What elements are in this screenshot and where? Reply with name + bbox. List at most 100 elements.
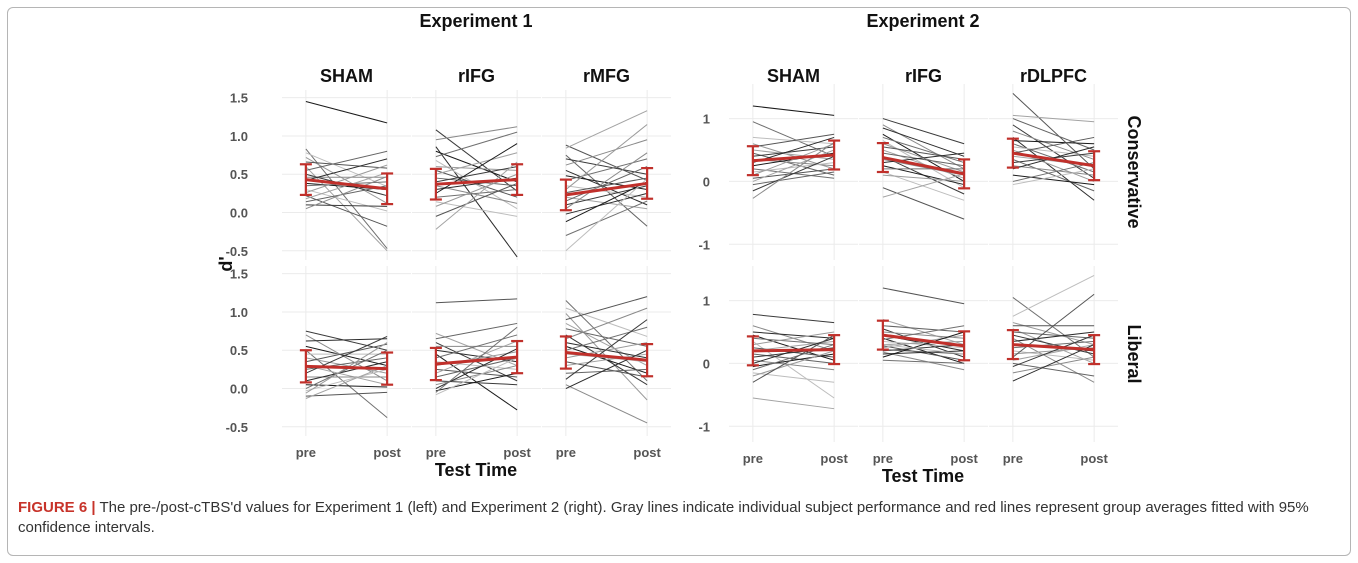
subject-line [752, 372, 835, 383]
subject-line [752, 397, 835, 410]
subject-line [565, 196, 648, 210]
subject-line [882, 345, 965, 361]
facet-row-label: Liberal [1124, 324, 1144, 383]
facet-panel [746, 313, 841, 410]
subject-line [1012, 158, 1095, 192]
subject-line [305, 338, 388, 342]
mean-line [882, 156, 965, 176]
subject-line [305, 172, 388, 200]
subject-line [752, 331, 835, 339]
facet-panel [1006, 93, 1101, 201]
subject-line [305, 368, 388, 392]
x-tick-label: pre [743, 451, 763, 466]
figure-frame [7, 7, 1351, 556]
subject-line [435, 357, 518, 378]
subject-line [565, 200, 648, 236]
subject-line [565, 307, 648, 337]
subject-line [305, 361, 388, 382]
subject-line [882, 331, 965, 358]
subject-line [1012, 146, 1095, 170]
experiment-title: Experiment 2 [866, 11, 979, 31]
y-tick-label: 1 [703, 294, 710, 309]
subject-line [752, 331, 835, 346]
subject-line [882, 351, 965, 371]
subject-line [435, 372, 518, 392]
subject-line [565, 368, 648, 374]
subject-line [565, 185, 648, 198]
facet-column-label: rIFG [458, 66, 495, 86]
y-tick-label: 0.0 [230, 382, 248, 397]
subject-line [1012, 331, 1095, 339]
subject-line [305, 365, 388, 386]
x-tick-label: pre [296, 445, 316, 460]
subject-line [435, 201, 518, 217]
subject-line [882, 340, 965, 346]
subject-line [435, 143, 518, 194]
caption-label: FIGURE 6 | [18, 499, 96, 516]
subject-line [1012, 331, 1095, 342]
subject-line [882, 174, 965, 182]
y-tick-label: 1.0 [230, 305, 248, 320]
subject-line [305, 345, 388, 367]
subject-line [305, 195, 388, 227]
subject-line [882, 287, 965, 305]
subject-line [565, 139, 648, 166]
subject-line [882, 318, 965, 346]
facet-panel [876, 287, 971, 371]
x-tick-label: pre [1003, 451, 1023, 466]
subject-line [882, 127, 965, 157]
subject-line [1012, 165, 1095, 176]
subject-line [565, 349, 648, 389]
x-tick-label: pre [426, 445, 446, 460]
subject-line [305, 101, 388, 124]
mean-line [882, 333, 965, 348]
subject-line [565, 158, 648, 181]
subject-line [565, 124, 648, 190]
subject-line [565, 296, 648, 321]
facet-panel [876, 118, 971, 220]
subject-line [565, 384, 648, 424]
facet-column-label: SHAM [767, 66, 820, 86]
mean-line [752, 153, 835, 163]
subject-line [1012, 140, 1095, 145]
subject-line [882, 136, 965, 164]
figure-chart: Experiment 1 SHAM rIFG rMFG 1.5 1.0 0.5 0.0 -0.5… [216, 11, 1144, 486]
subject-line [435, 152, 518, 175]
subject-line [565, 144, 648, 181]
subject-line [435, 340, 518, 374]
subject-line [752, 133, 835, 148]
subject-line [565, 178, 648, 252]
subject-line [882, 359, 965, 364]
subject-line [565, 177, 648, 194]
y-tick-label: 1 [703, 112, 710, 127]
subject-line [1012, 356, 1095, 374]
y-tick-label: 1.0 [230, 129, 248, 144]
subject-line [435, 146, 518, 258]
subject-line [1012, 137, 1095, 201]
facet-panel [429, 298, 524, 411]
subject-line [752, 152, 835, 176]
x-tick-label: post [820, 451, 848, 466]
subject-line [565, 154, 648, 227]
subject-line [752, 337, 835, 346]
subject-line [1012, 118, 1095, 151]
subject-line [752, 334, 835, 383]
subject-line [565, 192, 648, 215]
subject-line [1012, 93, 1095, 170]
subject-line [435, 161, 518, 230]
subject-line [435, 126, 518, 141]
facet-column-label: rDLPFC [1020, 66, 1087, 86]
mean-line [1012, 343, 1095, 352]
facet-panel [299, 330, 394, 419]
subject-line [435, 349, 518, 363]
subject-line [752, 171, 835, 186]
subject-line [305, 156, 388, 204]
subject-line [305, 349, 388, 389]
subject-line [435, 298, 518, 304]
facet-panel [559, 110, 654, 252]
subject-line [435, 182, 518, 217]
subject-line [305, 176, 388, 210]
x-tick-label: post [1080, 451, 1108, 466]
subject-line [435, 185, 518, 204]
caption-text: The pre-/post-cTBS'd values for Experime… [18, 499, 1309, 536]
